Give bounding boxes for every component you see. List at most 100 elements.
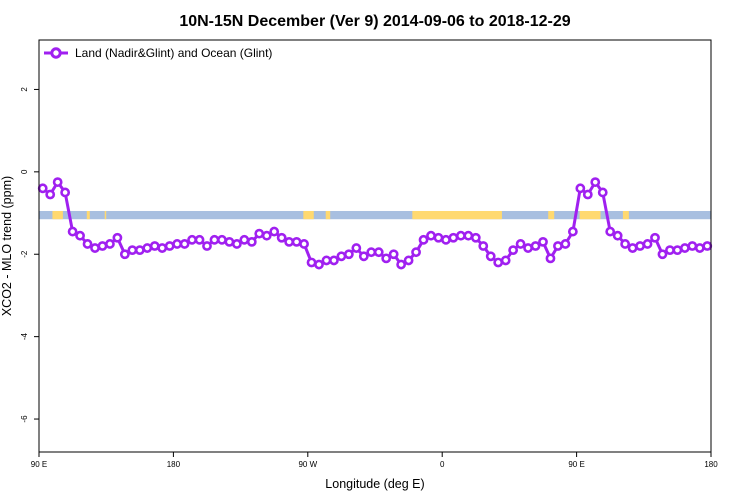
data-point [52, 177, 63, 188]
data-point [530, 241, 541, 251]
data-point [403, 255, 414, 266]
y-tick-label: 0 [20, 169, 29, 174]
data-point [567, 226, 578, 237]
data-point [142, 243, 153, 253]
data-point [314, 259, 324, 270]
data-point [336, 251, 347, 262]
x-axis: 90 E 180 90 W 0 90 E 180 [31, 452, 718, 469]
legend-label: Land (Nadir&Glint) and Ocean (Glint) [75, 46, 272, 60]
data-point [426, 230, 436, 241]
data-point [418, 234, 429, 245]
data-point [687, 241, 698, 251]
data-point [187, 234, 197, 245]
data-point [45, 189, 56, 200]
x-tick-label: 90 E [31, 460, 47, 469]
data-point [194, 234, 205, 245]
land-segment [325, 210, 331, 220]
data-point [597, 187, 608, 198]
y-axis-label: XCO2 - MLO trend (ppm) [0, 176, 14, 316]
data-point [702, 241, 713, 251]
data-point [224, 236, 235, 247]
x-tick-label: 0 [440, 460, 445, 469]
data-point [650, 232, 660, 243]
land-segment [104, 210, 107, 220]
data-point [172, 239, 183, 249]
land-segment [412, 210, 502, 220]
data-point [694, 243, 705, 253]
data-point [239, 234, 250, 245]
data-point [679, 243, 690, 253]
data-point [134, 245, 145, 256]
data-point [441, 234, 451, 245]
data-point [261, 230, 272, 241]
data-point [590, 177, 601, 188]
land-segment [303, 210, 314, 220]
x-axis-label: Longitude (deg E) [325, 477, 424, 491]
data-point [149, 241, 160, 251]
data-point [642, 239, 653, 249]
data-point [381, 253, 392, 264]
data-point [508, 245, 519, 256]
data-point [217, 234, 227, 245]
data-point [254, 228, 265, 239]
data-point [635, 241, 645, 251]
legend-swatch-marker [50, 47, 62, 59]
x-tick-label: 180 [167, 460, 181, 469]
data-point [523, 243, 533, 253]
data-point [269, 226, 280, 237]
data-point [127, 245, 138, 256]
data-point [321, 255, 332, 266]
data-point [657, 249, 668, 260]
data-point [470, 232, 481, 243]
land-ocean-strip [39, 210, 711, 220]
data-point [343, 249, 354, 260]
data-point [433, 232, 444, 243]
data-point [112, 232, 123, 243]
data-point [60, 187, 71, 198]
land-segment [86, 210, 90, 220]
data-point [157, 243, 168, 253]
data-point [545, 253, 556, 264]
data-point [553, 241, 563, 251]
data-point [358, 251, 369, 262]
data-point [411, 247, 421, 258]
data-point [231, 239, 242, 249]
data-point [209, 234, 220, 245]
data-point [605, 226, 616, 237]
data-point [37, 183, 48, 194]
plot-frame [38, 39, 712, 453]
legend: Land (Nadir&Glint) and Ocean (Glint) [44, 46, 272, 60]
data-point [306, 257, 317, 268]
chart-title: 10N-15N December (Ver 9) 2014-09-06 to 2… [179, 13, 570, 30]
data-point [366, 247, 377, 258]
data-point [164, 241, 175, 251]
y-tick-label: 2 [20, 87, 29, 92]
data-point [246, 236, 257, 247]
data-point [665, 245, 675, 256]
data-point [82, 239, 93, 249]
land-segment [548, 210, 555, 220]
data-point [396, 259, 407, 270]
data-point [538, 236, 548, 247]
data-point [478, 241, 489, 251]
data-point [299, 239, 309, 249]
data-point [75, 230, 85, 241]
data-point [291, 236, 302, 247]
y-tick-label: -6 [20, 415, 29, 423]
data-point [627, 243, 638, 253]
y-tick-label: -2 [20, 250, 29, 258]
land-segment [579, 210, 601, 220]
ocean-band [39, 210, 711, 220]
data-point [455, 230, 466, 241]
data-point [515, 239, 526, 249]
data-point [612, 230, 623, 241]
data-point [463, 230, 474, 241]
data-point [105, 239, 115, 249]
data-point [500, 255, 511, 266]
series-layer [37, 177, 713, 270]
data-point [582, 189, 593, 200]
land-segment [52, 210, 63, 220]
data-point [560, 239, 571, 249]
data-point [67, 226, 78, 237]
data-point [575, 183, 586, 194]
